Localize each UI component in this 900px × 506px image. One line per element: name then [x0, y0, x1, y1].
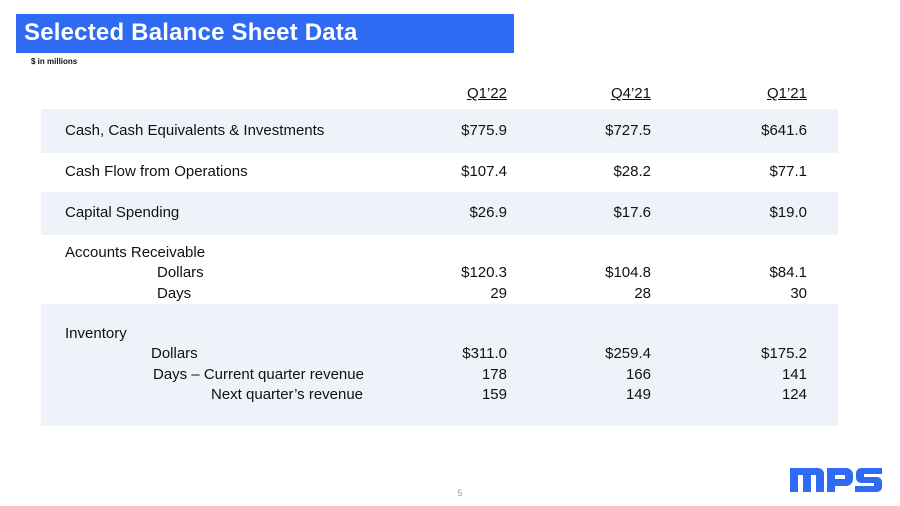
row-label-inventory-days-next: Next quarter’s revenue	[211, 386, 364, 403]
cell-cfo-q1-22: $107.4	[461, 163, 507, 180]
cell-inv-days-current-q1-22: 178	[481, 366, 507, 383]
cell-inv-days-next-q1-21: 124	[781, 386, 807, 403]
cell-cash-q4-21: $727.5	[605, 122, 651, 139]
column-header-q4-21: Q4’21	[610, 85, 651, 102]
cell-capex-q1-21: $19.0	[769, 204, 807, 221]
cell-ar-dollars-q4-21: $104.8	[605, 264, 651, 281]
row-band-cash	[41, 109, 838, 153]
cell-ar-dollars-q1-21: $84.1	[769, 264, 807, 281]
row-label-ar: Accounts Receivable	[65, 244, 206, 261]
cell-ar-days-q1-22: 29	[490, 285, 507, 302]
cell-capex-q1-22: $26.9	[469, 204, 507, 221]
cell-inv-days-current-q4-21: 166	[625, 366, 651, 383]
row-label-ar-days: Days	[157, 285, 192, 302]
mps-logo-icon	[790, 468, 882, 492]
row-label-inventory: Inventory	[65, 325, 127, 342]
row-label-cash: Cash, Cash Equivalents & Investments	[65, 122, 325, 139]
row-label-inventory-dollars: Dollars	[151, 345, 198, 362]
cell-inv-dollars-q4-21: $259.4	[605, 345, 651, 362]
row-label-inventory-days-current: Days – Current quarter revenue	[153, 366, 364, 383]
column-header-q1-22: Q1’22	[466, 85, 507, 102]
title-bar: Selected Balance Sheet Data	[16, 14, 514, 53]
cell-capex-q4-21: $17.6	[613, 204, 651, 221]
row-band-inventory	[41, 304, 838, 426]
cell-ar-days-q1-21: 30	[790, 285, 807, 302]
row-label-cfo: Cash Flow from Operations	[65, 163, 248, 180]
cell-inv-dollars-q1-21: $175.2	[761, 345, 807, 362]
page-number: 5	[457, 488, 463, 498]
column-header-q1-21: Q1’21	[766, 85, 807, 102]
cell-inv-days-current-q1-21: 141	[781, 366, 807, 383]
cell-ar-dollars-q1-22: $120.3	[461, 264, 507, 281]
cell-inv-days-next-q4-21: 149	[625, 386, 651, 403]
cell-cfo-q1-21: $77.1	[769, 163, 807, 180]
cell-cash-q1-21: $641.6	[761, 122, 807, 139]
row-label-ar-dollars: Dollars	[157, 264, 204, 281]
units-note: $ in millions	[31, 57, 78, 66]
cell-cfo-q4-21: $28.2	[613, 163, 651, 180]
cell-ar-days-q4-21: 28	[634, 285, 651, 302]
cell-cash-q1-22: $775.9	[461, 122, 507, 139]
cell-inv-dollars-q1-22: $311.0	[462, 345, 507, 362]
row-label-capex: Capital Spending	[65, 204, 180, 221]
slide-title: Selected Balance Sheet Data	[24, 19, 358, 46]
row-band-capex	[41, 192, 838, 235]
cell-inv-days-next-q1-22: 159	[481, 386, 507, 403]
